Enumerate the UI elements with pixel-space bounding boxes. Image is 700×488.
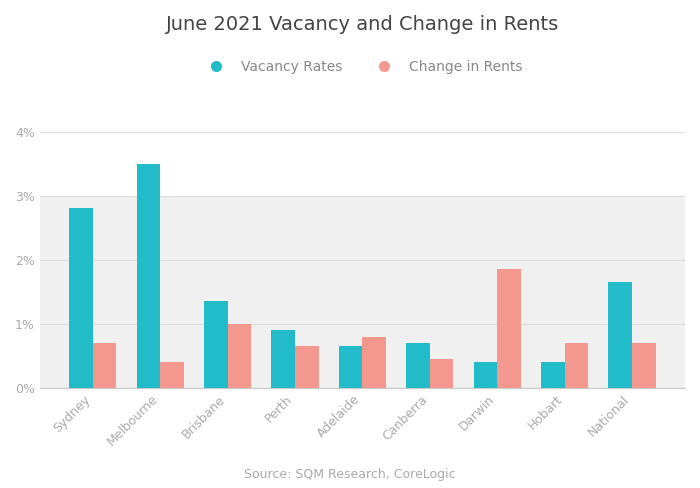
Text: Source: SQM Research, CoreLogic: Source: SQM Research, CoreLogic xyxy=(244,468,456,481)
Bar xyxy=(40,196,685,388)
Bar xyxy=(565,343,588,388)
Bar xyxy=(295,346,318,388)
Bar xyxy=(228,324,251,388)
Bar xyxy=(632,343,656,388)
Bar xyxy=(541,362,565,388)
Bar xyxy=(339,346,363,388)
Bar xyxy=(430,359,454,388)
Bar xyxy=(136,163,160,388)
Bar xyxy=(497,269,521,388)
Bar xyxy=(69,208,93,388)
Bar xyxy=(93,343,116,388)
Bar xyxy=(160,362,184,388)
Bar xyxy=(406,343,430,388)
Bar xyxy=(272,330,295,388)
Bar xyxy=(608,282,632,388)
Bar xyxy=(363,337,386,388)
Legend: Vacancy Rates, Change in Rents: Vacancy Rates, Change in Rents xyxy=(197,55,528,80)
Title: June 2021 Vacancy and Change in Rents: June 2021 Vacancy and Change in Rents xyxy=(166,15,559,34)
Bar xyxy=(204,302,228,388)
Bar xyxy=(474,362,497,388)
